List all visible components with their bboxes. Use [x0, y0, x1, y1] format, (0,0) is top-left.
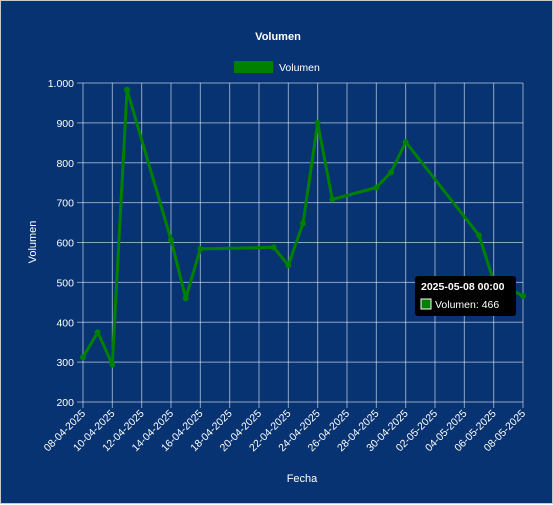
y-tick-label: 700: [56, 198, 74, 210]
y-tick-label: 900: [56, 118, 74, 130]
x-axis-title: Fecha: [287, 473, 318, 485]
data-point[interactable]: [94, 329, 101, 336]
data-point[interactable]: [373, 184, 380, 191]
tooltip-swatch: [420, 298, 432, 310]
data-point[interactable]: [197, 245, 204, 252]
data-point[interactable]: [314, 119, 321, 126]
data-point[interactable]: [520, 292, 526, 299]
y-tick-label: 300: [56, 357, 74, 369]
legend-label: Volumen: [279, 62, 320, 74]
data-point[interactable]: [388, 169, 394, 176]
y-axis-ticks: 200 300 400 500 600 700 800 900 1.000: [48, 78, 74, 409]
tooltip-label: Volumen: 466: [435, 299, 499, 311]
data-point[interactable]: [402, 139, 409, 146]
data-point[interactable]: [80, 354, 86, 361]
data-point[interactable]: [109, 361, 116, 368]
y-tick-label: 1.000: [48, 78, 74, 90]
tooltip-title: 2025-05-08 00:00: [421, 281, 505, 293]
data-point[interactable]: [168, 236, 174, 243]
legend-swatch: [234, 61, 273, 73]
series-line: [81, 88, 524, 366]
x-axis-ticks: 08-04-202510-04-202512-04-202514-04-2025…: [42, 408, 529, 455]
y-tick-label: 800: [56, 158, 74, 170]
chart-title: Volumen: [255, 31, 301, 43]
data-point[interactable]: [124, 86, 130, 93]
data-point[interactable]: [270, 244, 277, 251]
data-point[interactable]: [476, 232, 482, 239]
grid-lines: [77, 82, 524, 408]
data-point[interactable]: [285, 262, 292, 269]
data-point[interactable]: [182, 295, 189, 302]
y-axis-title: Volumen: [27, 221, 39, 264]
legend[interactable]: Volumen: [234, 61, 320, 74]
data-point[interactable]: [300, 220, 306, 227]
y-tick-label: 500: [56, 277, 74, 289]
tooltip: 2025-05-08 00:00 Volumen: 466: [415, 276, 516, 316]
y-tick-label: 400: [56, 317, 74, 329]
y-tick-label: 200: [56, 397, 74, 409]
tooltip-box: [415, 276, 516, 316]
data-point[interactable]: [329, 196, 336, 203]
series-volumen: [81, 88, 524, 366]
y-tick-label: 600: [56, 238, 74, 250]
